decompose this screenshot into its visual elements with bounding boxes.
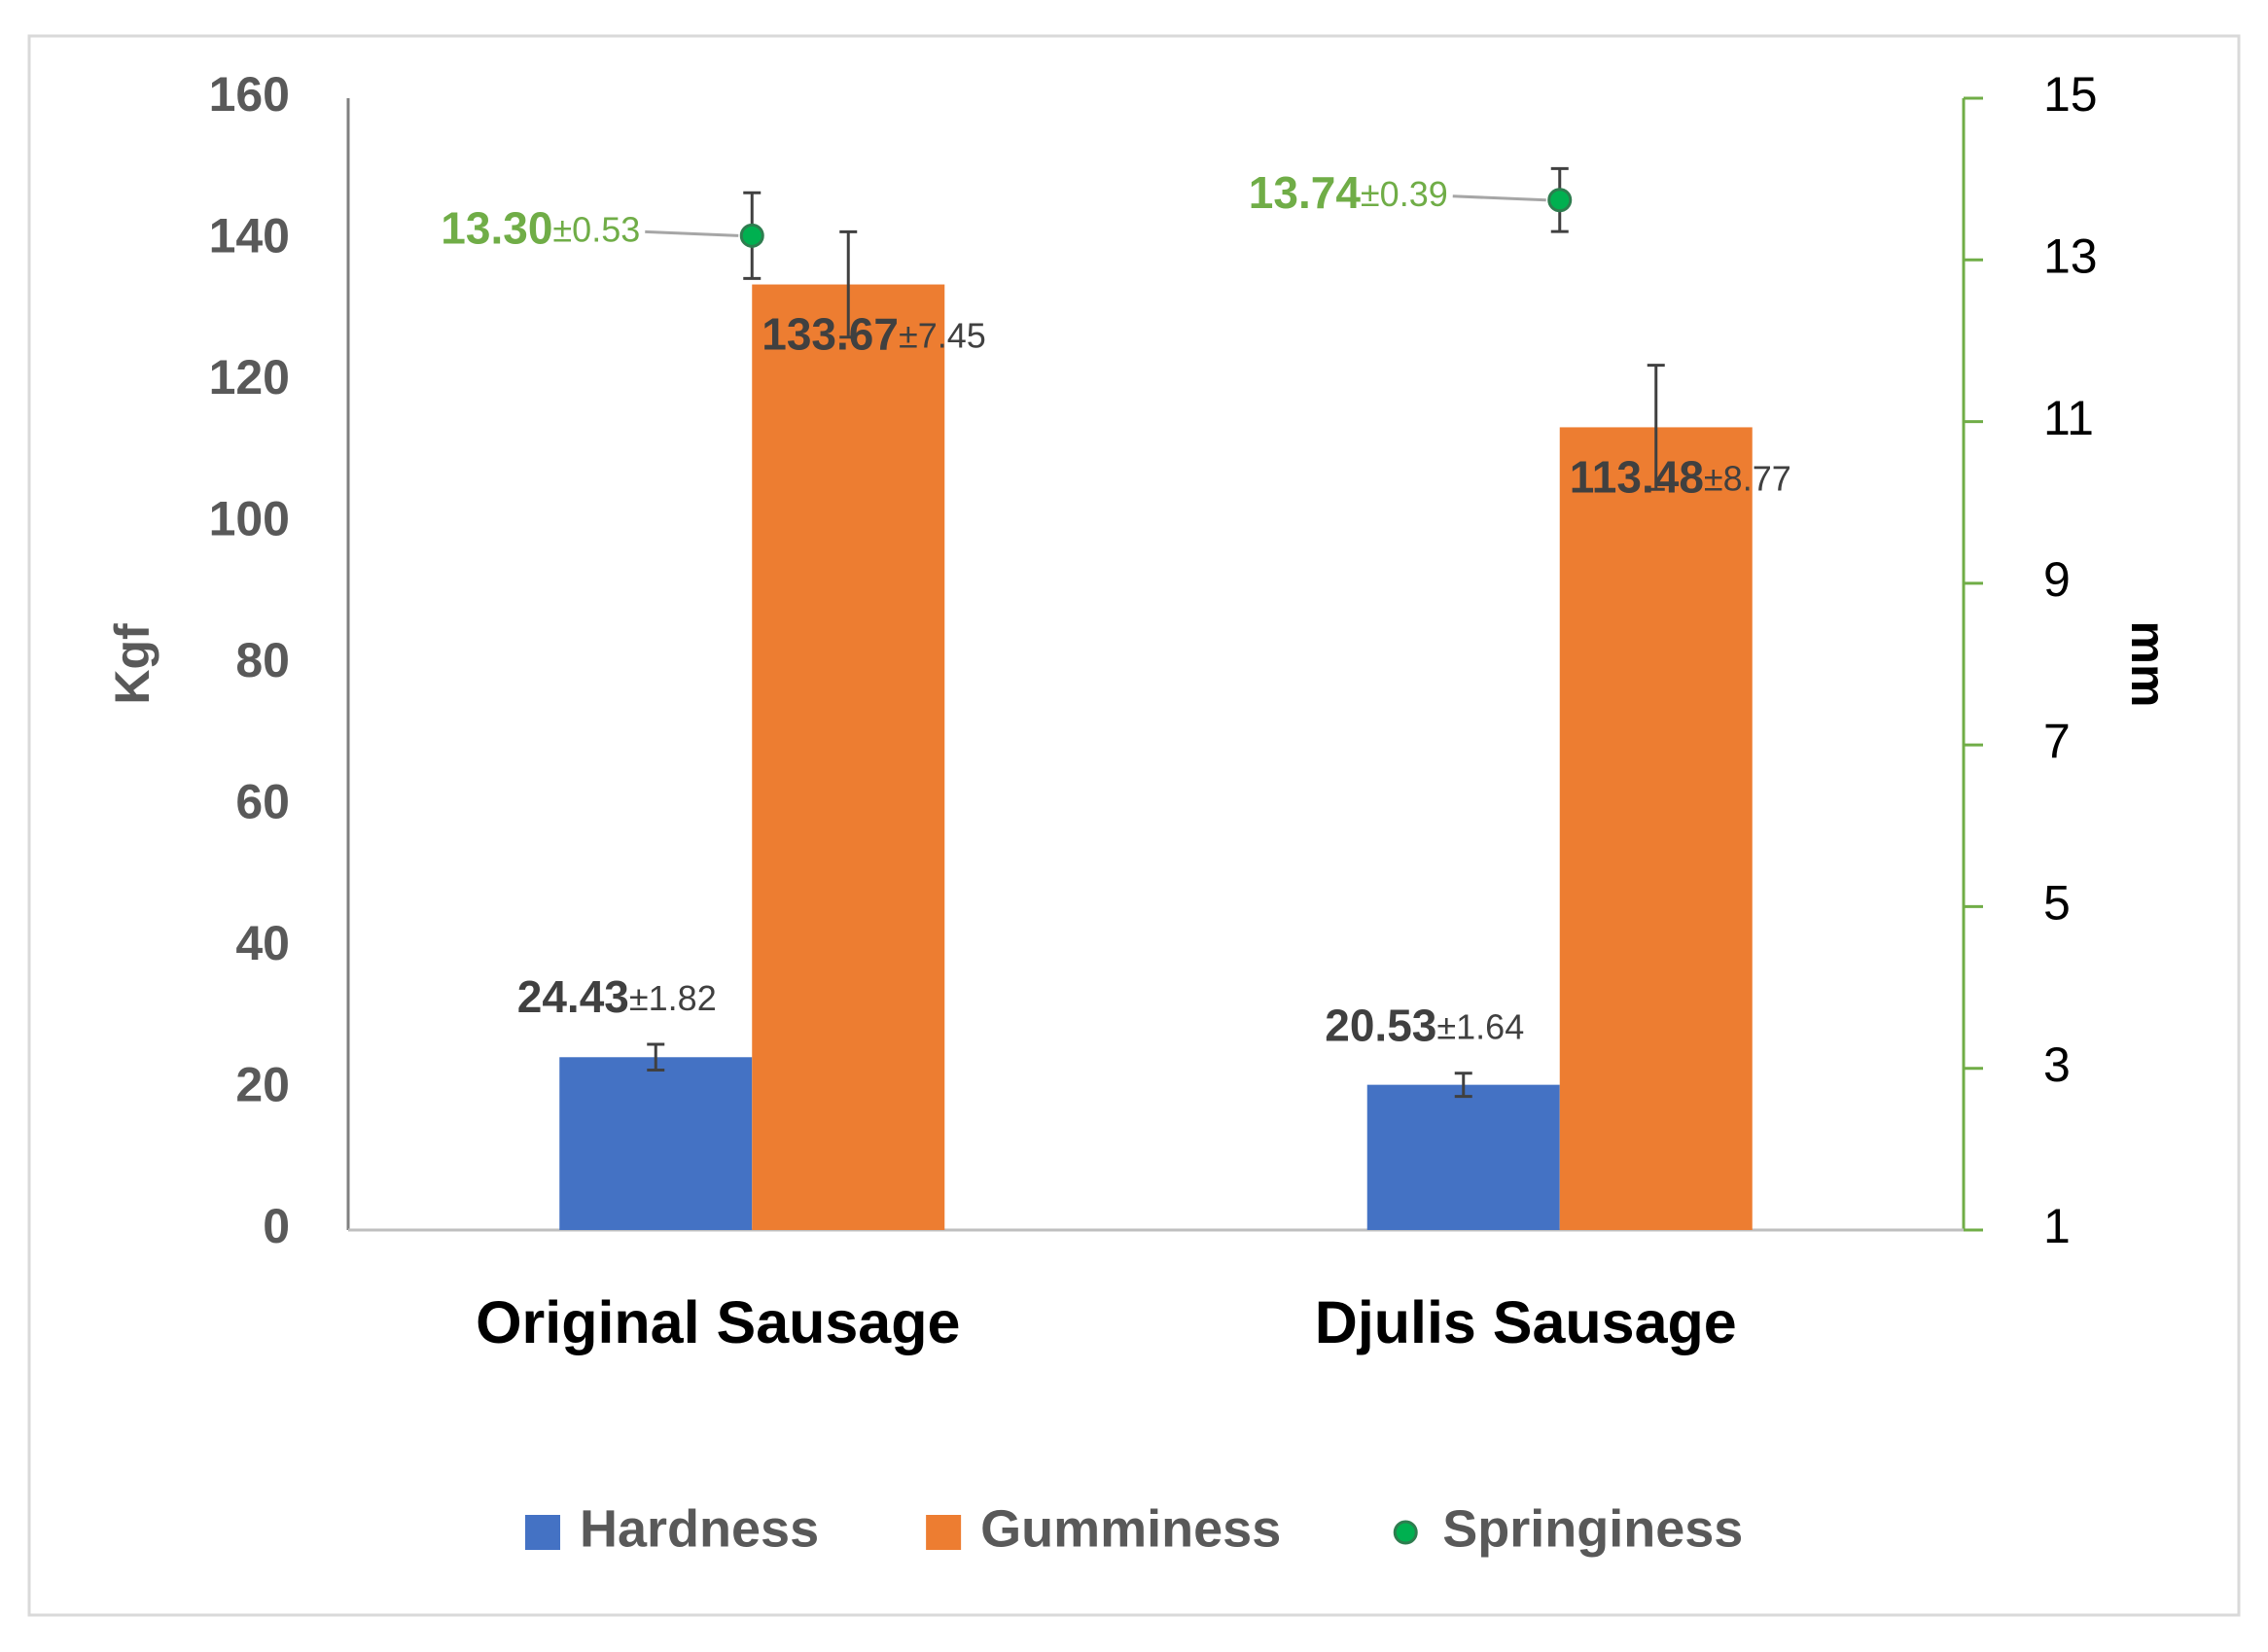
error-bar: [647, 1042, 665, 1072]
y2-tick-label: 9: [2043, 552, 2071, 607]
y-tick-label: 40: [235, 916, 290, 970]
y2-tick-label: 1: [2043, 1199, 2071, 1253]
y-tick-label: 80: [235, 633, 290, 687]
legend-swatch: [1393, 1520, 1418, 1545]
error-bar: [839, 229, 858, 339]
y-tick-label: 20: [235, 1058, 290, 1112]
y2-tick-label: 3: [2043, 1037, 2071, 1092]
y-tick-label: 160: [209, 67, 290, 122]
chart-border: [27, 34, 2241, 1617]
leader-line: [1452, 194, 1546, 202]
error-bar: [1454, 1072, 1472, 1099]
data-label-value: 13.30: [441, 202, 552, 253]
data-label-error: ±1.64: [1436, 1006, 1524, 1046]
legend-swatch: [525, 1515, 560, 1550]
y-tick-label: 120: [209, 350, 290, 404]
data-label-value: 13.74: [1249, 167, 1362, 218]
legend-label: Springiness: [1442, 1499, 1743, 1558]
data-label: 13.74±0.39: [1249, 167, 1448, 218]
y-tick-label: 140: [209, 209, 290, 264]
point: [1547, 188, 1573, 213]
data-label-error: ±0.39: [1361, 173, 1448, 213]
y2-tick-label: 15: [2043, 67, 2098, 122]
bar: [559, 1057, 753, 1230]
legend-label: Hardness: [580, 1499, 819, 1558]
data-label-value: 133.67: [762, 309, 899, 360]
data-label-value: 113.48: [1570, 452, 1704, 503]
y2-tick-label: 7: [2043, 714, 2071, 768]
y-tick-label: 0: [263, 1199, 290, 1253]
data-label: 113.48±8.77: [1570, 452, 1791, 503]
bar: [1366, 1084, 1560, 1230]
legend-swatch: [926, 1515, 962, 1550]
data-label-error: ±0.53: [552, 209, 640, 249]
data-label-error: ±7.45: [899, 315, 986, 355]
data-label-value: 24.43: [517, 971, 629, 1022]
x-tick-label: Original Sausage: [476, 1289, 960, 1355]
x-tick-label: Djulis Sausage: [1315, 1289, 1737, 1355]
leader-line: [645, 229, 739, 237]
data-label-error: ±1.82: [629, 978, 717, 1018]
bar: [1559, 427, 1753, 1231]
data-label-value: 20.53: [1325, 1001, 1436, 1051]
y-axis-title: Kgf: [105, 623, 159, 705]
error-bar: [1647, 364, 1665, 491]
bar: [752, 284, 945, 1230]
y-tick-label: 60: [235, 775, 290, 829]
y-tick-label: 100: [209, 492, 290, 546]
y2-tick-label: 11: [2043, 391, 2094, 445]
legend-label: Gumminess: [980, 1499, 1281, 1558]
data-label-error: ±8.77: [1704, 458, 1791, 498]
data-label: 133.67±7.45: [762, 309, 986, 360]
y2-tick-label: 5: [2043, 876, 2071, 931]
data-label: 24.43±1.82: [517, 971, 717, 1022]
point: [739, 223, 764, 248]
data-label: 20.53±1.64: [1325, 1001, 1524, 1051]
data-label: 13.30±0.53: [441, 202, 640, 253]
y2-axis-title: mm: [2121, 621, 2176, 708]
y2-tick-label: 13: [2043, 228, 2098, 283]
